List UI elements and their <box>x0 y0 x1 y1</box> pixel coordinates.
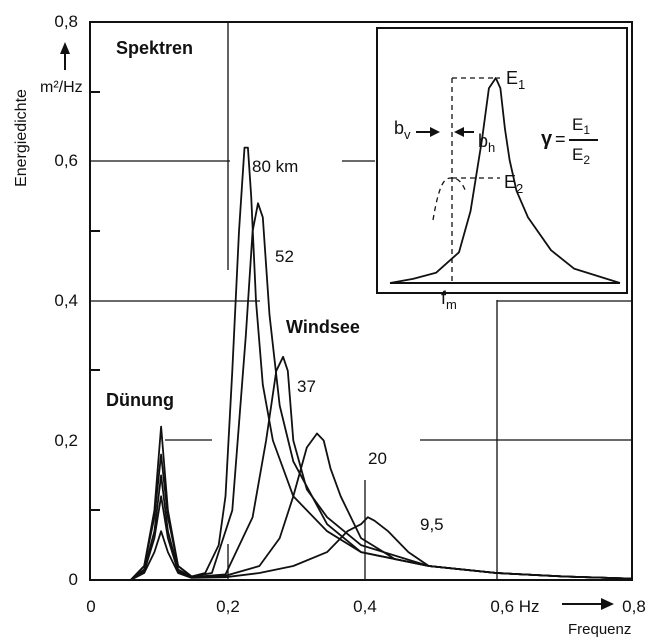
formula-equals: = <box>555 129 566 149</box>
x-tick-label: 0,6 Hz <box>490 597 539 616</box>
x-tick-label: 0,8 <box>622 597 646 616</box>
x-axis-arrow <box>562 598 614 610</box>
series-label-52: 52 <box>275 247 294 266</box>
y-tick-label: 0 <box>69 570 78 589</box>
inset-label-bv: bv <box>394 118 411 142</box>
bh-arrow-head <box>454 127 464 137</box>
series-label-20: 20 <box>368 449 387 468</box>
x-tick-label: 0,4 <box>353 597 377 616</box>
y-axis-label: Energiedichte <box>13 89 30 187</box>
inset-label-bh: bh <box>478 131 495 155</box>
inset-spectrum-curve <box>389 77 621 284</box>
inset-label-e2: E2 <box>504 172 523 196</box>
y-tick-label: 0,2 <box>54 431 78 450</box>
series-label-37: 37 <box>297 377 316 396</box>
y-axis-unit: m²/Hz <box>40 79 83 96</box>
series-curves <box>130 146 633 581</box>
inset-label-fm: fm <box>441 288 457 312</box>
y-tick-label: 0,8 <box>54 12 78 31</box>
y-ticks <box>90 91 100 511</box>
inset-label-e1: E1 <box>506 68 525 92</box>
gamma-symbol: γ <box>541 128 553 150</box>
formula-numerator: E1 <box>572 115 590 137</box>
x-tick-label: 0,2 <box>216 597 240 616</box>
windsea-annotation: Windsee <box>286 317 360 337</box>
x-axis-label: Frequenz <box>568 621 631 638</box>
x-arrow-head <box>601 598 614 610</box>
y-tick-label: 0,4 <box>54 291 78 310</box>
y-arrow-head <box>60 42 70 54</box>
series-label-80km: 80 km <box>252 157 298 176</box>
series-line-2 <box>130 355 633 581</box>
series-line-3 <box>130 432 633 581</box>
bv-arrow-head <box>430 127 440 137</box>
grid <box>90 22 632 580</box>
series-label-9-5: 9,5 <box>420 515 444 534</box>
swell-annotation: Dünung <box>106 390 174 410</box>
plot-frame <box>89 21 633 581</box>
x-tick-label: 0 <box>86 597 95 616</box>
inset-diagram: E1 E2 bv bh fm γ = E1 E2 <box>376 27 628 312</box>
chart-title: Spektren <box>116 38 193 58</box>
y-axis-arrow <box>60 42 70 70</box>
formula-denominator: E2 <box>572 145 590 167</box>
series-line-4 <box>130 516 633 581</box>
y-tick-label: 0,6 <box>54 151 78 170</box>
inset-frame <box>376 27 628 294</box>
